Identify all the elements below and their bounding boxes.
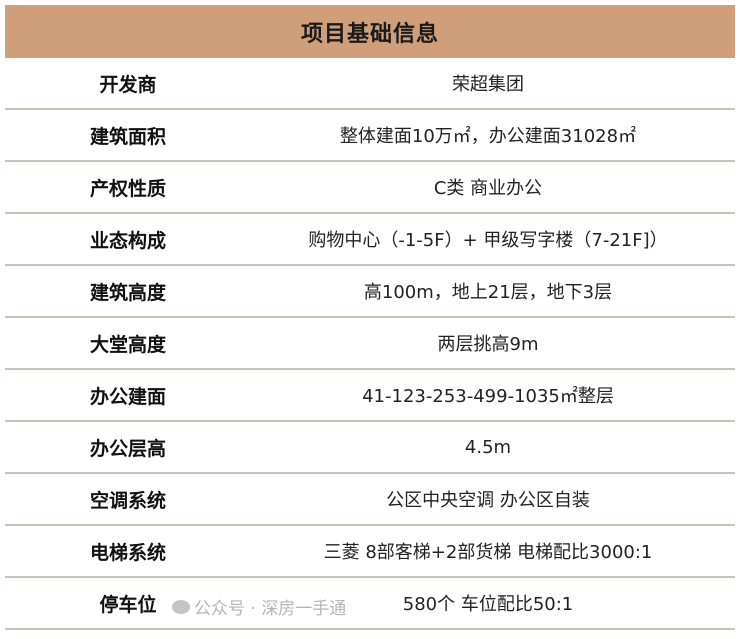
- table-row: 办公建面 41-123-253-499-1035㎡整层: [5, 370, 735, 422]
- row-value: 580个 车位配比50:1: [402, 594, 574, 615]
- row-value: 41-123-253-499-1035㎡整层: [362, 386, 614, 407]
- row-value: 整体建面10万㎡，办公建面31028㎡: [339, 126, 637, 147]
- table-row: 电梯系统 三菱 8部客梯+2部货梯 电梯配比3000:1: [5, 526, 735, 578]
- row-value: 购物中心（-1-5F）+ 甲级写字楼（7-21F]）: [308, 230, 668, 251]
- row-label: 大堂高度: [89, 333, 166, 356]
- row-label: 开发商: [99, 73, 157, 96]
- row-value: 公区中央空调 办公区自装: [386, 490, 590, 511]
- info-table: 开发商 荣超集团 建筑面积 整体建面10万㎡，办公建面31028㎡ 产权性质 C类 商…: [5, 58, 735, 630]
- row-value: 高100m，地上21层，地下3层: [363, 282, 613, 303]
- table-row: 产权性质 C类 商业办公: [5, 162, 735, 214]
- table-row: 停车位 580个 车位配比50:1: [5, 578, 735, 630]
- row-value: 三菱 8部客梯+2部货梯 电梯配比3000:1: [323, 542, 653, 563]
- row-value: 4.5m: [464, 436, 512, 458]
- table-title: 项目基础信息: [300, 21, 439, 47]
- table-row: 业态构成 购物中心（-1-5F）+ 甲级写字楼（7-21F]）: [5, 214, 735, 266]
- row-label: 办公建面: [89, 385, 166, 408]
- table-row: 空调系统 公区中央空调 办公区自装: [5, 474, 735, 526]
- row-label: 业态构成: [89, 229, 166, 252]
- row-label: 电梯系统: [89, 541, 166, 564]
- row-label: 空调系统: [89, 489, 166, 512]
- row-label: 建筑面积: [89, 125, 166, 148]
- table-row: 开发商 荣超集团: [5, 58, 735, 110]
- watermark-text: 公众号 · 深房一手通: [194, 599, 347, 619]
- row-label: 建筑高度: [89, 281, 166, 304]
- row-value: 荣超集团: [452, 74, 524, 95]
- row-value: 两层挑高9m: [437, 334, 539, 355]
- table-row: 大堂高度 两层挑高9m: [5, 318, 735, 370]
- row-label: 办公层高: [89, 437, 166, 460]
- watermark: 公众号 · 深房一手通: [172, 594, 346, 619]
- row-label: 产权性质: [89, 177, 166, 200]
- table-row: 建筑高度 高100m，地上21层，地下3层: [5, 266, 735, 318]
- row-label: 停车位: [99, 593, 157, 616]
- wechat-icon: [172, 599, 190, 614]
- table-row: 办公层高 4.5m: [5, 422, 735, 474]
- row-value: C类 商业办公: [433, 178, 543, 199]
- table-header: 项目基础信息: [5, 5, 735, 58]
- table-row: 建筑面积 整体建面10万㎡，办公建面31028㎡: [5, 110, 735, 162]
